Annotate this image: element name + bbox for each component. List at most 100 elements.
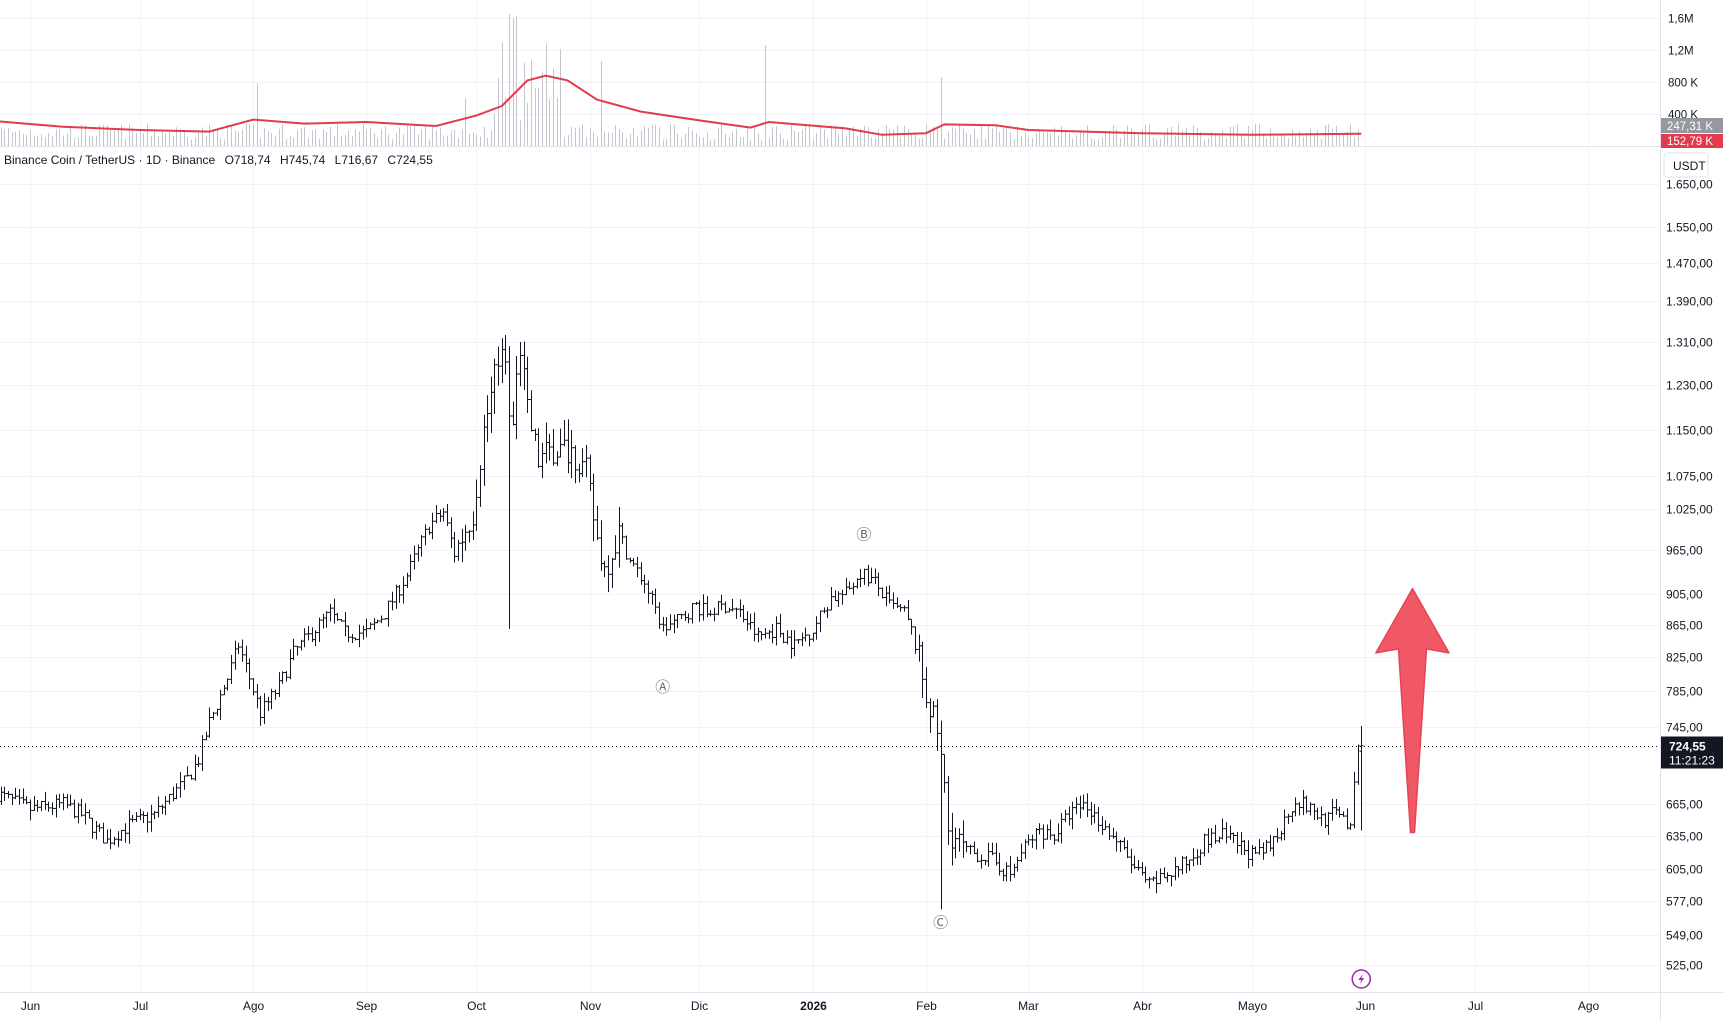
ohlc-bar [829, 587, 834, 611]
ohlc-bar [789, 629, 794, 659]
ohlc-bar [646, 580, 651, 604]
ohlc-bar [1034, 828, 1039, 850]
ohlc-bar [1158, 868, 1163, 885]
ohlc-bar [1114, 831, 1119, 852]
ohlc-bar [525, 356, 530, 414]
ohlc-bar [1059, 812, 1064, 844]
price-tick-label: 865,00 [1666, 619, 1703, 633]
ohlc-bar [35, 799, 40, 812]
ohlc-bar [145, 812, 150, 833]
ohlc-bar [690, 603, 695, 624]
price-axis[interactable]: 1.650,00 1.550,00 1.470,00 1.390,00 1.310,00… [1661, 14, 1723, 973]
ohlc-bar [218, 689, 223, 720]
ohlc-bar [697, 600, 702, 622]
ohlc-bar [547, 433, 552, 461]
ohlc-bar [21, 788, 26, 804]
ohlc-bar [752, 612, 757, 642]
ohlc-bar [708, 610, 713, 617]
ohlc-bar [920, 641, 925, 698]
ohlc-bar [368, 622, 373, 630]
ohlc-bar [767, 629, 772, 639]
ohlc-bar [1026, 834, 1031, 846]
ohlc-bar [617, 507, 622, 568]
ohlc-bar [613, 535, 618, 560]
ohlc-bar [675, 613, 680, 629]
ohlc-bar [441, 507, 446, 522]
ohlc-bar [386, 600, 391, 627]
ohlc-bar [233, 640, 238, 670]
time-tick-label: 2026 [800, 999, 827, 1013]
ohlc-bar [566, 419, 571, 474]
ohlc-open: O718,74 [224, 153, 271, 167]
ohlc-bar [1063, 809, 1068, 823]
ohlc-bar [1008, 855, 1013, 882]
ohlc-bar [54, 794, 59, 818]
ohlc-bar [258, 695, 263, 726]
ohlc-bar [876, 572, 881, 597]
ohlc-bar [997, 852, 1002, 876]
ohlc-bar [1180, 855, 1185, 875]
ohlc-bar [642, 574, 647, 594]
last-price-label: 724,55 [1669, 740, 1706, 754]
ohlc-bar [277, 672, 282, 698]
ohlc-bar [1341, 811, 1346, 817]
ohlc-bar [185, 766, 190, 777]
ohlc-bar [1352, 771, 1357, 829]
ohlc-bar [796, 639, 801, 644]
ohlc-bar [898, 603, 903, 612]
ohlc-bar [332, 598, 337, 624]
ohlc-bar [580, 448, 585, 478]
ohlc-bar [1290, 811, 1295, 823]
ohlc-bar [1308, 802, 1313, 816]
ohlc-bar [266, 696, 271, 712]
ohlc-bar [847, 581, 852, 590]
ohlc-bar [522, 341, 527, 391]
price-tick-label: 1.075,00 [1666, 470, 1713, 484]
ohlc-bar [1279, 831, 1284, 841]
ohlc-bar [884, 586, 889, 607]
ohlc-bar [167, 793, 172, 805]
time-tick-label: Jul [133, 999, 148, 1013]
ohlc-bar [858, 568, 863, 588]
ohlc-bar [174, 783, 179, 800]
ohlc-bar [163, 795, 168, 816]
ohlc-bar [57, 793, 62, 809]
annotations: Ⓐ Ⓑ Ⓒ [0, 526, 1660, 989]
ohlc-bar [964, 841, 969, 853]
volume-tick-label: 800 K [1668, 78, 1698, 90]
ohlc-bar [1136, 860, 1141, 871]
ohlc-bar [247, 658, 252, 690]
ohlc-bar [668, 614, 673, 631]
ohlc-bar [639, 562, 644, 585]
ohlc-bar [555, 451, 560, 467]
time-axis[interactable]: Jun Jul Ago Sep Oct Nov Dic 2026 Feb Mar Abr Mayo Ju… [21, 999, 1600, 1013]
ohlc-bar [866, 564, 871, 587]
ohlc-bar [785, 630, 790, 645]
price-tick-label: 1.310,00 [1666, 336, 1713, 350]
ohlc-bar [1118, 839, 1123, 852]
ohlc-bar [1235, 832, 1240, 854]
ohlc-bar [225, 678, 230, 691]
ohlc-bar [72, 799, 77, 819]
ohlc-bar [200, 735, 205, 772]
price-tick-label: 1.390,00 [1666, 295, 1713, 309]
ohlc-bar [43, 791, 48, 811]
ohlc-bar [397, 584, 402, 603]
ohlc-bar [1081, 794, 1086, 810]
ohlc-bar [503, 335, 508, 375]
ohlc-bar [1052, 834, 1057, 845]
price-tick-label: 605,00 [1666, 863, 1703, 877]
time-tick-label: Jun [1356, 999, 1375, 1013]
ohlc-bar [906, 600, 911, 621]
ohlc-bar [1297, 802, 1302, 816]
ohlc-bar [17, 789, 22, 805]
ohlc-bar [1151, 876, 1156, 882]
ohlc-bar [149, 804, 154, 832]
price-tick-label: 1.550,00 [1666, 221, 1713, 235]
ohlc-bar [478, 465, 483, 507]
symbol-name[interactable]: Binance Coin / TetherUS · 1D · Binance [4, 153, 216, 167]
ohlc-bar [577, 463, 582, 483]
ohlc-bar [620, 523, 625, 545]
ohlc-bar [1206, 828, 1211, 854]
